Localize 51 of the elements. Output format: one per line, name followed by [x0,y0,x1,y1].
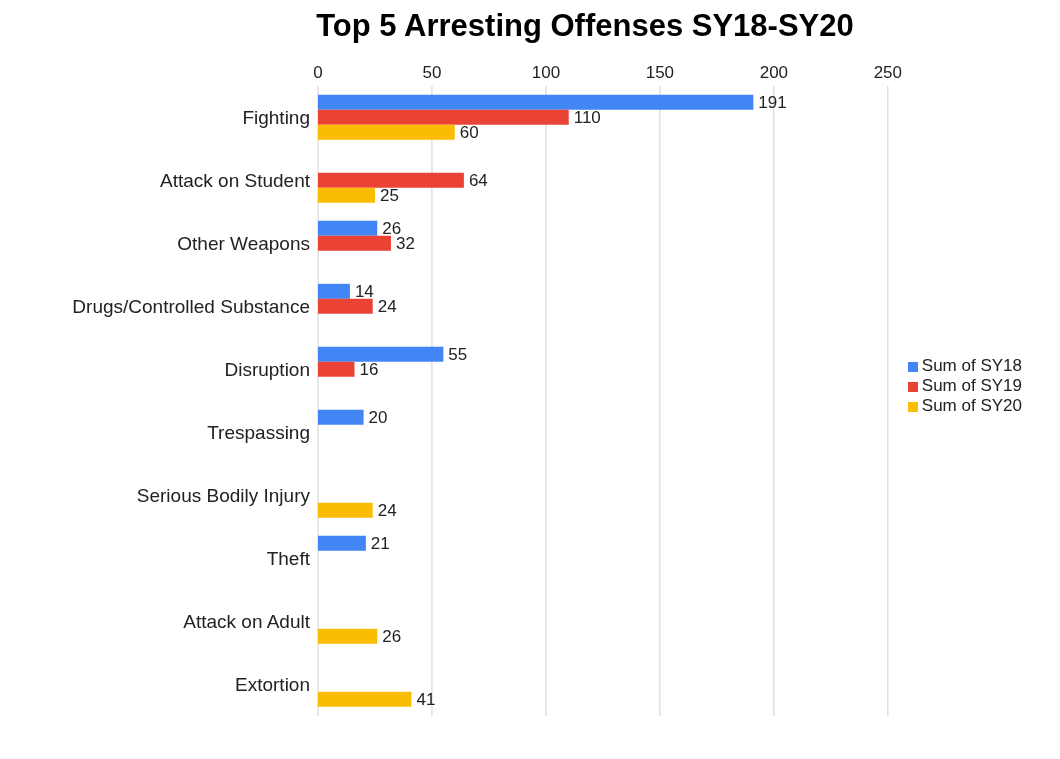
bar [318,283,350,299]
data-label: 14 [354,282,374,302]
data-label: 25 [379,186,399,206]
bar [318,409,364,425]
legend-label: Sum of SY18 [921,356,1022,375]
bar [318,94,754,110]
bar [318,628,378,644]
y-tick-label: Extortion [235,674,310,696]
data-label: 64 [468,171,488,191]
data-label: 32 [395,234,415,254]
data-label: 26 [382,627,402,647]
x-tick-label: 0 [313,63,323,82]
data-label: 21 [370,534,390,554]
data-label: 24 [377,501,397,521]
data-label: 110 [573,108,601,128]
y-tick-label: Attack on Student [160,170,311,192]
bar [318,361,355,377]
bar [318,691,412,707]
bar [318,187,375,203]
chart-title: Top 5 Arresting Offenses SY18-SY20 [315,8,855,44]
x-tick-label: 100 [531,63,561,82]
data-label: 191 [758,93,787,113]
data-label: 16 [359,360,379,380]
bar [318,298,373,314]
y-tick-label: Theft [266,548,311,570]
legend-label: Sum of SY19 [921,376,1022,395]
bar [318,109,569,125]
x-tick-label: 250 [873,63,903,82]
y-tick-label: Other Weapons [177,233,310,255]
bar [318,235,391,251]
x-tick-label: 150 [645,63,675,82]
data-label: 24 [377,297,397,317]
legend-label: Sum of SY20 [921,396,1022,415]
data-label: 41 [416,690,436,710]
bar [318,346,444,362]
bar [318,535,366,551]
y-tick-label: Fighting [242,107,310,129]
y-tick-label: Drugs/Controlled Substance [72,296,310,318]
bar [318,220,378,236]
y-tick-label: Trespassing [207,422,310,444]
bar [318,172,464,188]
data-label: 20 [368,408,388,428]
y-tick-label: Disruption [224,359,310,381]
y-tick-label: Serious Bodily Injury [136,485,311,507]
y-tick-label: Attack on Adult [183,611,311,633]
x-tick-label: 200 [759,63,789,82]
bar [318,502,373,518]
x-tick-label: 50 [422,63,442,82]
data-label: 55 [448,345,468,365]
data-label: 60 [459,123,479,143]
bar [318,124,455,140]
